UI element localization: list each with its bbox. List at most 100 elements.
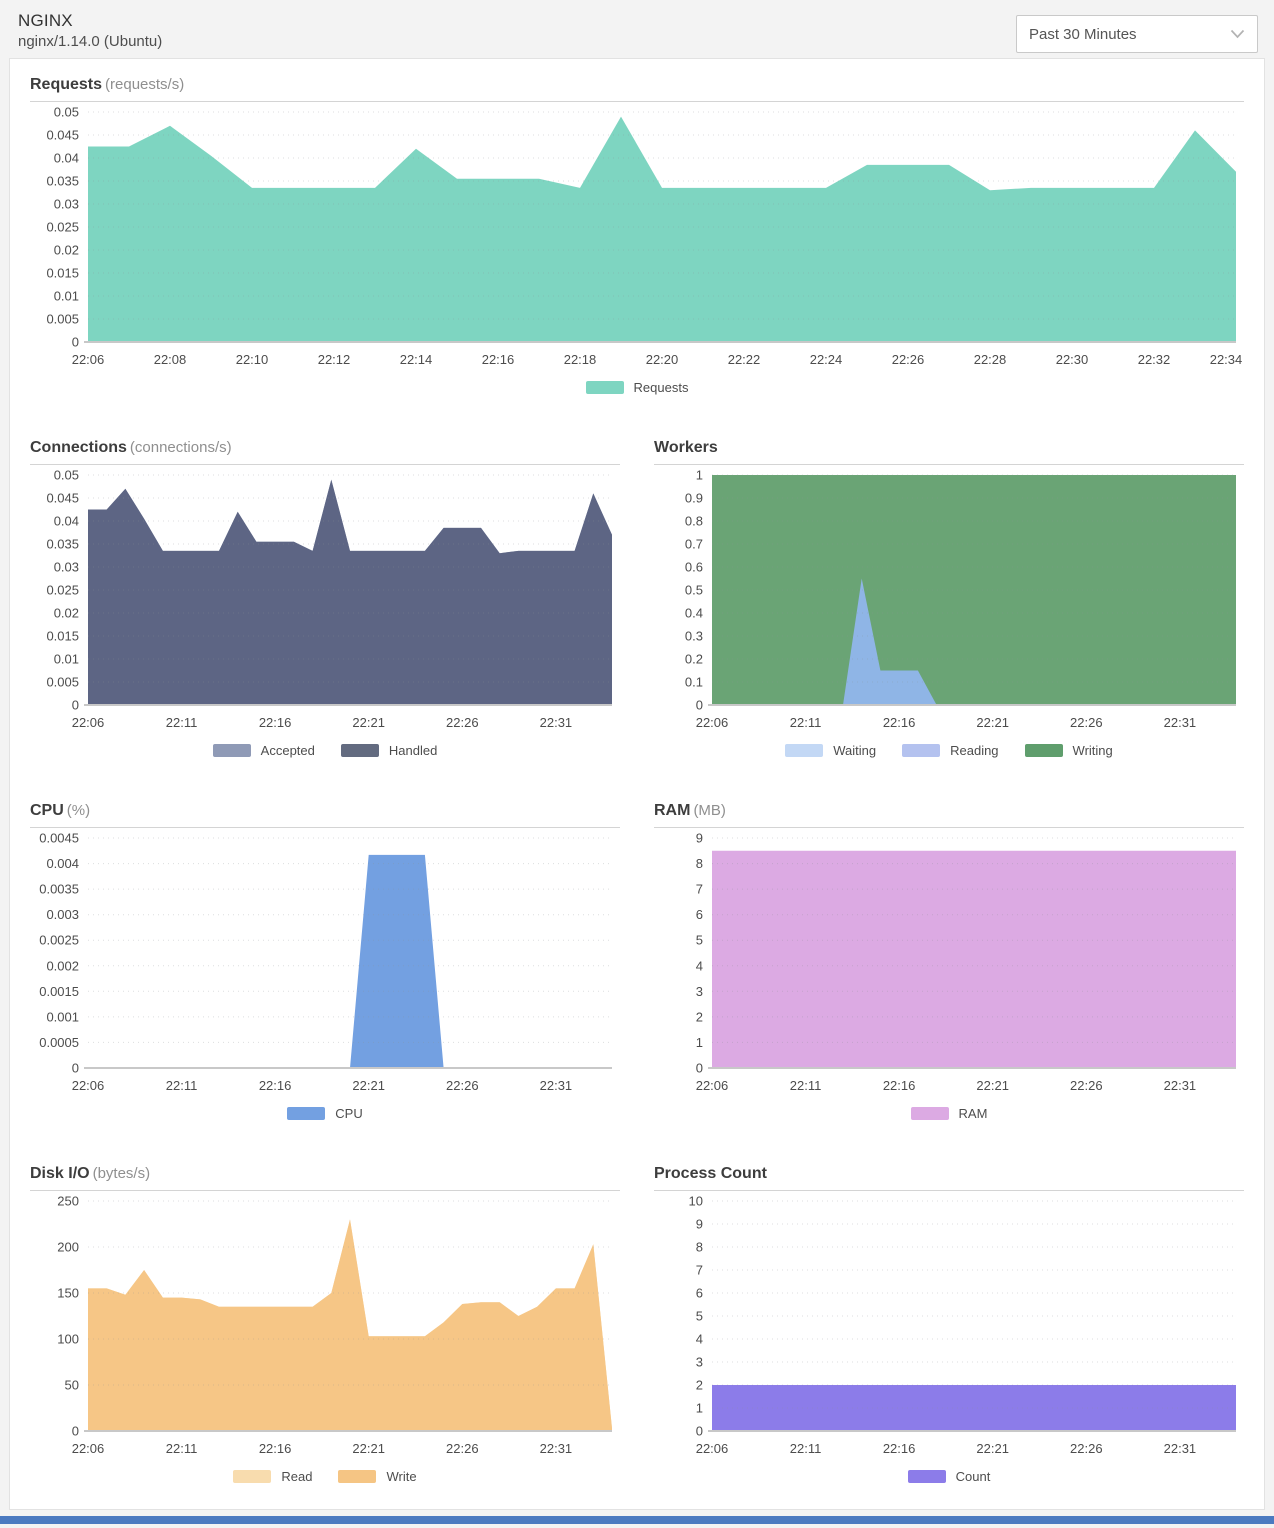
svg-text:22:11: 22:11 xyxy=(166,715,198,730)
svg-text:150: 150 xyxy=(57,1286,79,1301)
svg-text:22:06: 22:06 xyxy=(72,1441,105,1456)
legend-swatch-write xyxy=(338,1469,377,1483)
ram-chart-section: RAM (MB) 0 1 2 3 4 5 6 7 8 9 22:06 22:11 22:16 22:21 22… xyxy=(654,795,1244,1126)
svg-text:22:18: 22:18 xyxy=(564,352,597,367)
legend-item-reading[interactable]: Reading xyxy=(902,742,999,758)
svg-text:4: 4 xyxy=(696,1332,703,1347)
legend-item-requests[interactable]: Requests xyxy=(585,380,688,395)
svg-text:2: 2 xyxy=(696,1378,703,1393)
legend-label-waiting: Waiting xyxy=(833,742,877,758)
svg-text:22:21: 22:21 xyxy=(976,1441,1009,1456)
legend-label-reading: Reading xyxy=(950,742,999,758)
cpu-plot-area: 0 0.0005 0.001 0.0015 0.002 0.0025 0.003 0.0035… xyxy=(30,830,620,1098)
svg-text:0.003: 0.003 xyxy=(46,907,79,922)
svg-text:0.03: 0.03 xyxy=(54,197,79,212)
time-range-dropdown[interactable]: Past 30 Minutes xyxy=(1016,15,1258,53)
legend-swatch-cpu xyxy=(287,1106,326,1120)
svg-text:0.0015: 0.0015 xyxy=(39,984,79,999)
svg-text:6: 6 xyxy=(696,907,703,922)
legend-item-ram[interactable]: RAM xyxy=(910,1106,987,1121)
svg-text:50: 50 xyxy=(65,1378,79,1393)
legend-item-cpu[interactable]: CPU xyxy=(287,1106,363,1121)
svg-text:0.025: 0.025 xyxy=(46,583,79,598)
disk-io-canvas: 0 50 100 150 200 250 22:06 22:11 22:16 22:21 22:26… xyxy=(57,1194,612,1456)
connections-canvas: 0 0.005 0.01 0.015 0.02 0.025 0.03 0.035 0.04 0.0… xyxy=(46,468,612,730)
workers-plot-area: 0 0.1 0.2 0.3 0.4 0.5 0.6 0.7 0.8 0.9 1 22:06 22:11 2… xyxy=(654,467,1244,735)
svg-text:200: 200 xyxy=(57,1240,79,1255)
legend-item-count[interactable]: Count xyxy=(907,1469,990,1484)
requests-legend: Requests xyxy=(30,374,1244,400)
svg-text:22:06: 22:06 xyxy=(72,1078,105,1093)
process-count-chart-header: Process Count xyxy=(654,1158,1244,1191)
legend-swatch-reading xyxy=(902,743,941,757)
svg-text:0.9: 0.9 xyxy=(685,491,703,506)
svg-text:2: 2 xyxy=(696,1009,703,1024)
svg-text:0.02: 0.02 xyxy=(54,606,79,621)
disk-io-chart-unit: (bytes/s) xyxy=(92,1165,151,1182)
svg-text:0.0035: 0.0035 xyxy=(39,882,79,897)
disk-io-plot-area: 0 50 100 150 200 250 22:06 22:11 22:16 22:21 22:26… xyxy=(30,1193,620,1461)
requests-chart-unit: (requests/s) xyxy=(105,76,185,93)
ram-chart-unit: (MB) xyxy=(693,802,726,819)
svg-text:22:32: 22:32 xyxy=(1138,352,1171,367)
ram-plot-area: 0 1 2 3 4 5 6 7 8 9 22:06 22:11 22:16 22:21 22:26 22:31 xyxy=(654,830,1244,1098)
svg-text:3: 3 xyxy=(696,984,703,999)
svg-text:0: 0 xyxy=(72,1061,79,1076)
svg-text:6: 6 xyxy=(696,1286,703,1301)
svg-text:22:34: 22:34 xyxy=(1210,352,1243,367)
svg-text:7: 7 xyxy=(696,1263,703,1278)
svg-text:0.04: 0.04 xyxy=(54,151,79,166)
cpu-chart-section: CPU (%) 0 0.0005 0.001 0.0015 0.002 0.0025 0.00… xyxy=(30,795,620,1126)
legend-swatch-ram xyxy=(910,1106,949,1120)
ram-series-ram xyxy=(712,850,1236,1068)
legend-item-read[interactable]: Read xyxy=(233,1469,312,1484)
legend-label-read: Read xyxy=(281,1468,313,1484)
svg-text:22:26: 22:26 xyxy=(1070,1441,1103,1456)
connections-legend: Accepted Handled xyxy=(30,737,620,763)
disk-io-series-write xyxy=(88,1219,612,1431)
legend-item-writing[interactable]: Writing xyxy=(1024,743,1113,758)
workers-legend: Waiting Reading Writing xyxy=(654,737,1244,763)
svg-text:22:31: 22:31 xyxy=(1164,1441,1197,1456)
svg-text:1: 1 xyxy=(696,1035,703,1050)
app-title: NGINX xyxy=(18,11,73,30)
legend-label-accepted: Accepted xyxy=(260,742,315,758)
requests-plot-area: 0 0.005 0.01 0.015 0.02 0.025 0.03 0.035 0.04 0.0… xyxy=(30,104,1244,372)
svg-text:0: 0 xyxy=(696,698,703,713)
svg-text:22:11: 22:11 xyxy=(790,715,822,730)
svg-text:22:28: 22:28 xyxy=(974,352,1007,367)
svg-text:0.05: 0.05 xyxy=(54,105,79,120)
legend-item-handled[interactable]: Handled xyxy=(340,742,438,758)
cpu-legend: CPU xyxy=(30,1100,620,1126)
time-range-value: Past 30 Minutes xyxy=(1029,25,1137,43)
svg-text:0.015: 0.015 xyxy=(46,266,79,281)
legend-item-accepted[interactable]: Accepted xyxy=(212,742,315,758)
svg-text:22:11: 22:11 xyxy=(790,1078,822,1093)
svg-text:0.005: 0.005 xyxy=(46,675,79,690)
svg-text:100: 100 xyxy=(57,1332,79,1347)
cpu-chart-title: CPU xyxy=(30,802,64,819)
svg-text:22:16: 22:16 xyxy=(259,1078,292,1093)
svg-text:22:06: 22:06 xyxy=(696,1078,729,1093)
header-titles: NGINX nginx/1.14.0 (Ubuntu) xyxy=(18,11,1256,50)
legend-swatch-read xyxy=(233,1469,272,1483)
svg-text:10: 10 xyxy=(689,1194,703,1209)
svg-text:0: 0 xyxy=(72,1424,79,1439)
workers-series-writing xyxy=(712,475,1236,705)
svg-text:22:08: 22:08 xyxy=(154,352,187,367)
header: NGINX nginx/1.14.0 (Ubuntu) Past 30 Minu… xyxy=(0,0,1274,58)
svg-text:22:22: 22:22 xyxy=(728,352,761,367)
svg-text:22:06: 22:06 xyxy=(696,715,729,730)
svg-text:0.004: 0.004 xyxy=(46,856,79,871)
ram-legend: RAM xyxy=(654,1100,1244,1126)
requests-series-requests xyxy=(88,116,1236,342)
svg-text:22:31: 22:31 xyxy=(540,1441,573,1456)
workers-chart-title: Workers xyxy=(654,439,718,456)
legend-label-handled: Handled xyxy=(388,742,438,758)
process-count-series-count xyxy=(712,1385,1236,1431)
svg-text:22:21: 22:21 xyxy=(352,1441,385,1456)
svg-text:0: 0 xyxy=(696,1061,703,1076)
legend-item-waiting[interactable]: Waiting xyxy=(785,743,876,758)
svg-text:22:14: 22:14 xyxy=(400,352,433,367)
legend-item-write[interactable]: Write xyxy=(338,1469,417,1484)
